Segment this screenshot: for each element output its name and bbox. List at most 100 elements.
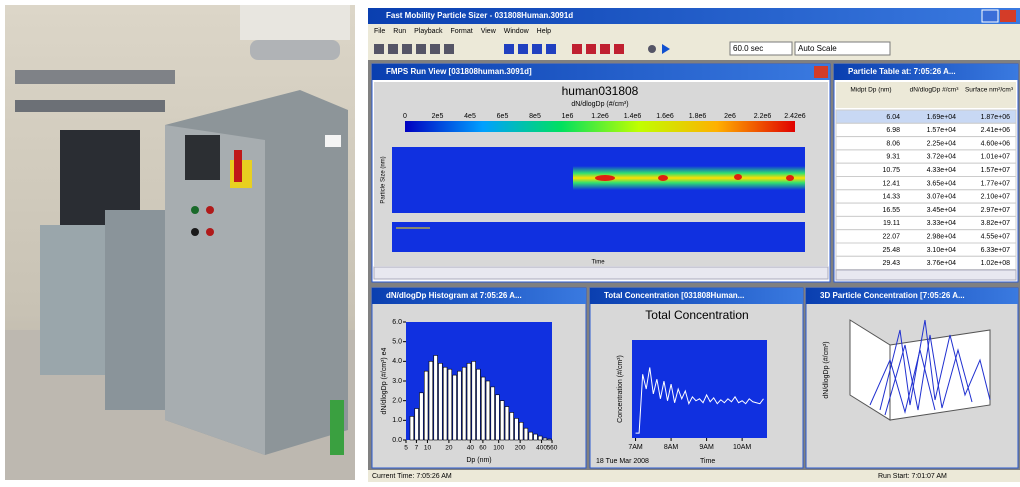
table-cell: 14.33 <box>882 194 900 201</box>
menu-item[interactable]: Playback <box>414 28 443 35</box>
concentration-line <box>635 367 764 434</box>
menu-item[interactable]: View <box>481 28 497 35</box>
colorbar-tick: 2e6 <box>724 113 736 120</box>
table-cell: 1.87e+06 <box>981 114 1010 121</box>
table-cell: 22.07 <box>882 234 900 241</box>
colorbar-tick: 0 <box>403 113 407 120</box>
histogram-bar <box>433 355 438 441</box>
histogram-bar <box>409 416 415 441</box>
x-axis-label: Time <box>591 260 605 266</box>
y-tick-label: 4.0 <box>392 358 402 365</box>
x-axis-label: Dp (nm) <box>466 457 491 464</box>
colorbar-tick: 1.2e6 <box>591 113 609 120</box>
histogram-bar <box>538 435 543 441</box>
histogram-bar <box>547 438 552 441</box>
histogram-bar <box>447 368 453 441</box>
table-cell: 4.60e+06 <box>981 140 1010 147</box>
histogram-bar <box>466 362 472 441</box>
table-cell: 2.25e+04 <box>927 140 956 147</box>
table-cell: 6.98 <box>886 127 900 134</box>
histogram-bar <box>419 392 424 441</box>
menu-item[interactable]: Help <box>537 28 552 35</box>
table-cell: 1.57e+04 <box>927 127 956 134</box>
table-cell: 3.72e+04 <box>927 154 956 161</box>
histogram-bar <box>542 437 548 441</box>
colorbar-label: dN/dlogDp (#/cm³) <box>571 101 628 108</box>
photo <box>5 5 355 480</box>
table-cell: 1.02e+08 <box>981 260 1010 267</box>
histogram-bar <box>509 412 514 441</box>
timeline-plot <box>392 222 805 252</box>
table-titlebar <box>834 64 1018 80</box>
three-d-title: 3D Particle Concentration [7:05:26 A... <box>820 291 965 300</box>
toolbar-icons <box>374 44 670 54</box>
run-view-title: FMPS Run View [031808human.3091d] <box>386 67 532 76</box>
colorbar-tick: 2.42e6 <box>784 113 806 120</box>
colorbar <box>405 121 795 132</box>
table-header-cell: dN/dlogDp #/cm³ <box>910 87 960 94</box>
interval-select[interactable] <box>729 41 793 56</box>
y-axis-label: Concentration (#/cm³) <box>617 355 624 423</box>
table-cell: 4.55e+07 <box>981 234 1010 241</box>
menu-item[interactable]: Run <box>393 28 406 35</box>
x-tick-label: 7AM <box>628 444 643 451</box>
close-button[interactable] <box>1000 10 1016 22</box>
histogram-bar <box>523 427 529 441</box>
histogram-titlebar <box>372 288 586 304</box>
table-cell: 2.97e+07 <box>981 207 1010 214</box>
table-cell: 10.75 <box>882 167 900 174</box>
menu-item[interactable]: Window <box>504 28 530 35</box>
menu-item[interactable]: File <box>374 28 385 35</box>
chart-title: human031808 <box>562 84 639 98</box>
three-d-plot <box>849 319 991 421</box>
close-button[interactable] <box>814 66 828 78</box>
histogram-bar <box>452 374 457 441</box>
y-axis-label: Particle Size (nm) <box>381 156 387 203</box>
interval-text: 60.0 sec <box>733 44 763 53</box>
table-scrollbar[interactable] <box>835 269 1017 281</box>
x-tick-label: 10AM <box>733 444 751 451</box>
colorbar-tick: 1.4e6 <box>624 113 642 120</box>
three-d-label: dN/dlogDp (#/cm³) <box>823 341 830 398</box>
status-left: Current Time: 7:05:26 AM <box>372 473 452 480</box>
table-cell: 6.04 <box>886 114 900 121</box>
colorbar-tick: 1.6e6 <box>656 113 674 120</box>
x-tick-label: 400 <box>536 445 547 452</box>
max-button[interactable] <box>981 9 999 23</box>
y-tick-label: 2.0 <box>392 398 402 405</box>
table-cell: 2.41e+06 <box>981 127 1010 134</box>
y-axis-label: dN/dlogDp (#/cm³) e4 <box>381 347 388 414</box>
histogram-bar <box>414 408 419 441</box>
scrollbar[interactable] <box>373 266 829 280</box>
x-tick-label: 200 <box>515 445 526 452</box>
histogram-bar <box>476 368 481 441</box>
y-tick-label: 3.0 <box>392 378 402 385</box>
colorbar-tick: 1e6 <box>562 113 574 120</box>
table-cell: 9.31 <box>886 154 900 161</box>
histogram-bar <box>504 406 510 441</box>
y-tick-label: 5.0 <box>392 339 402 346</box>
histogram-bar <box>485 380 491 441</box>
table-header <box>836 82 1016 108</box>
scale-select[interactable] <box>794 41 891 56</box>
date-label: 18 Tue Mar 2008 <box>596 458 649 465</box>
histogram-bar <box>428 361 434 441</box>
status-bar <box>368 470 1020 482</box>
histogram-bar <box>514 418 519 441</box>
table-cell: 2.98e+04 <box>927 234 956 241</box>
three-d-titlebar <box>806 288 1018 304</box>
run-view-titlebar <box>372 64 830 80</box>
total-titlebar <box>590 288 803 304</box>
colorbar-tick: 4e5 <box>464 113 476 120</box>
histogram-bar <box>480 376 486 441</box>
histogram-bar <box>490 386 495 441</box>
x-tick-label: 20 <box>445 445 453 452</box>
table-header-cell: Surface nm²/cm³ <box>965 87 1014 94</box>
histogram-bar <box>457 370 462 441</box>
table-cell: 3.76e+04 <box>927 260 956 267</box>
menu-item[interactable]: Format <box>451 28 473 35</box>
histogram-bar <box>533 433 538 441</box>
table-cell: 1.69e+04 <box>927 114 956 121</box>
x-tick-label: 560 <box>547 445 558 452</box>
